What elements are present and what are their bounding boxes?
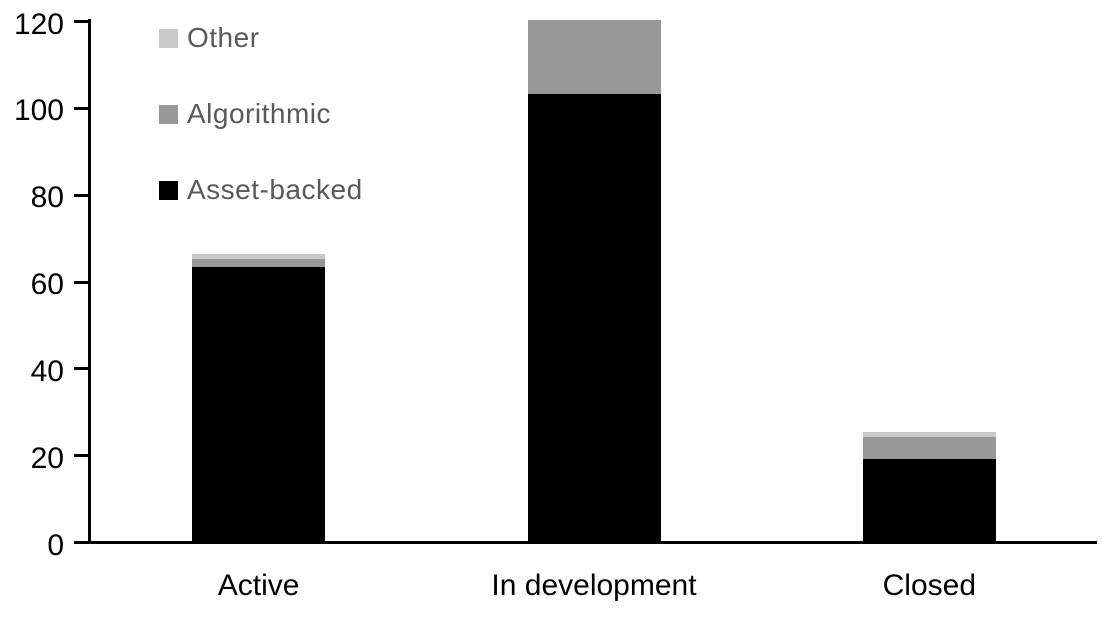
bar-closed-other [862,432,996,437]
y-tick-mark-120 [74,20,88,23]
bar-active-other [192,254,326,259]
y-tick-label-80: 80 [30,181,64,215]
y-tick-mark-80 [74,193,88,197]
y-tick-mark-100 [74,106,88,110]
bar-active-asset-backed [192,267,326,541]
y-tick-mark-40 [74,367,88,371]
y-tick-label-40: 40 [30,354,64,388]
legend-swatch-algorithmic [159,104,178,124]
y-tick-label-120: 120 [13,7,64,41]
bar-closed-algorithmic [862,436,996,459]
x-label-active: Active [217,569,300,602]
y-tick-label-20: 20 [30,441,64,475]
x-axis-line [88,541,1097,544]
x-label-closed: Closed [882,569,977,602]
y-tick-label-0: 0 [47,528,64,562]
legend-swatch-other [159,28,178,48]
y-tick-label-100: 100 [13,94,64,128]
bar-closed-asset-backed [862,458,996,541]
bar-in-development-algorithmic [527,20,661,94]
legend-entry-asset-backed: Asset-backed [159,176,363,204]
y-tick-mark-20 [74,454,88,458]
legend-label-other: Other [187,22,260,53]
bar-active-algorithmic [192,258,326,268]
y-tick-mark-0 [74,541,88,544]
y-tick-label-60: 60 [30,268,64,301]
legend-entry-other: Other [159,24,363,52]
legend-entry-algorithmic: Algorithmic [159,100,363,128]
legend-label-algorithmic: Algorithmic [187,98,331,129]
bar-in-development-asset-backed [527,93,661,541]
legend-label-asset-backed: Asset-backed [187,174,363,205]
legend: Other Algorithmic Asset-backed [159,24,363,204]
y-tick-mark-60 [74,280,88,284]
x-label-in-development: In development [491,569,697,602]
legend-swatch-asset-backed [159,180,178,200]
y-axis-line [88,19,91,544]
